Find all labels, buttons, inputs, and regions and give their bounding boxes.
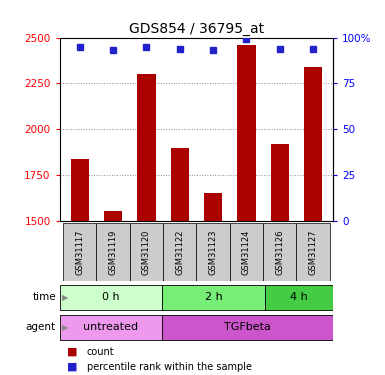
Bar: [237, 45, 256, 221]
Text: count: count: [87, 347, 114, 357]
Bar: [60, 315, 162, 340]
Bar: [263, 223, 296, 281]
Bar: [265, 285, 333, 310]
Text: agent: agent: [26, 322, 56, 332]
Bar: [271, 144, 289, 221]
Bar: [162, 315, 333, 340]
Bar: [104, 211, 122, 221]
Bar: [137, 74, 156, 221]
Text: time: time: [32, 292, 56, 302]
Text: GSM31122: GSM31122: [175, 230, 184, 275]
Text: GSM31120: GSM31120: [142, 230, 151, 275]
Bar: [63, 223, 96, 281]
Text: ■: ■: [67, 362, 78, 372]
Text: 2 h: 2 h: [204, 292, 222, 302]
Text: GSM31127: GSM31127: [308, 230, 318, 275]
Bar: [196, 223, 230, 281]
Text: GSM31123: GSM31123: [209, 230, 218, 275]
Text: 0 h: 0 h: [102, 292, 120, 302]
Bar: [96, 223, 130, 281]
Bar: [204, 193, 222, 221]
Bar: [162, 285, 265, 310]
Bar: [60, 285, 162, 310]
Bar: [163, 223, 196, 281]
Bar: [296, 223, 330, 281]
Bar: [130, 223, 163, 281]
Text: TGFbeta: TGFbeta: [224, 322, 271, 332]
Text: percentile rank within the sample: percentile rank within the sample: [87, 362, 252, 372]
Title: GDS854 / 36795_at: GDS854 / 36795_at: [129, 22, 264, 36]
Bar: [171, 148, 189, 221]
Text: GSM31126: GSM31126: [275, 230, 284, 275]
Bar: [304, 67, 322, 221]
Text: GSM31119: GSM31119: [109, 230, 117, 275]
Text: GSM31124: GSM31124: [242, 230, 251, 275]
Text: ▶: ▶: [62, 292, 68, 302]
Text: untreated: untreated: [84, 322, 139, 332]
Text: 4 h: 4 h: [290, 292, 308, 302]
Text: ▶: ▶: [62, 322, 68, 332]
Text: ■: ■: [67, 347, 78, 357]
Bar: [230, 223, 263, 281]
Bar: [70, 159, 89, 221]
Text: GSM31117: GSM31117: [75, 230, 84, 275]
